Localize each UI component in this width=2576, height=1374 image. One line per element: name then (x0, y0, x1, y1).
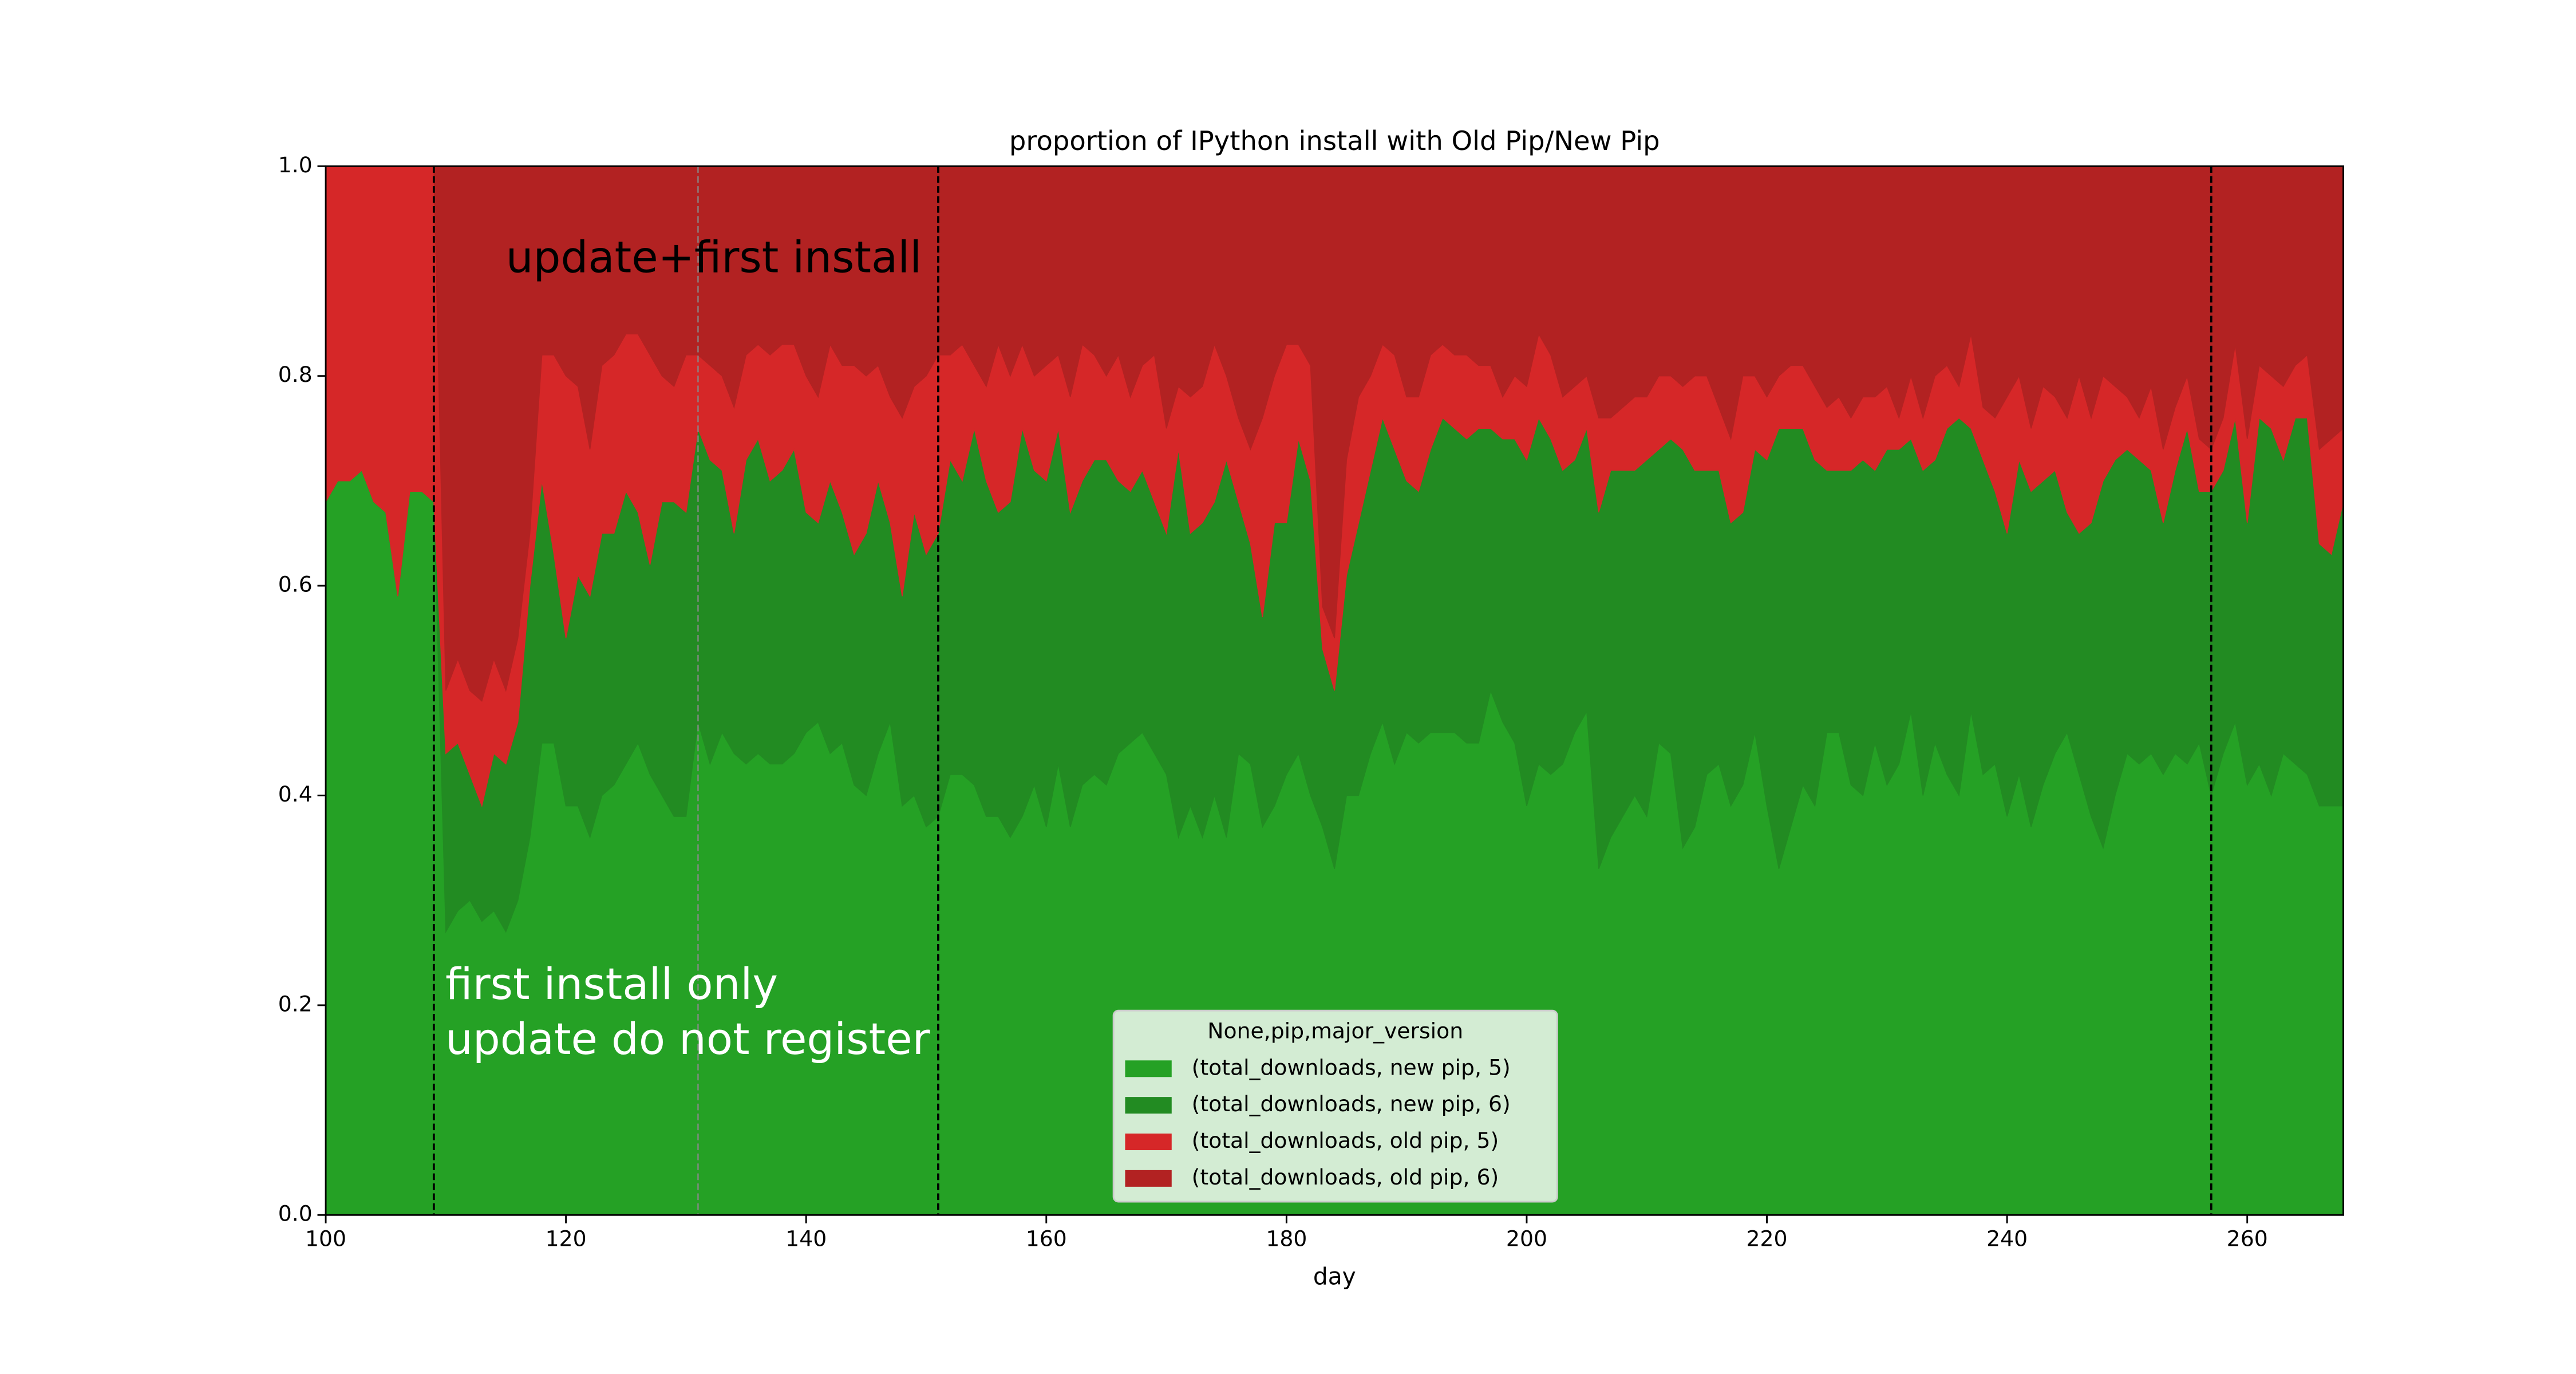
legend-swatch (1125, 1170, 1172, 1187)
chart-title: proportion of IPython install with Old P… (1009, 125, 1660, 156)
legend-label: (total_downloads, new pip, 5) (1192, 1055, 1511, 1080)
y-tick-label: 1.0 (278, 152, 313, 177)
x-tick-label: 120 (546, 1226, 587, 1251)
legend-label: (total_downloads, old pip, 5) (1192, 1128, 1499, 1153)
annotation: update do not register (445, 1014, 931, 1064)
legend: None,pip,major_version (total_downloads, … (1112, 1009, 1558, 1203)
legend-title: None,pip,major_version (1207, 1018, 1463, 1043)
legend-label: (total_downloads, new pip, 6) (1192, 1091, 1511, 1116)
x-tick-label: 160 (1026, 1226, 1067, 1251)
x-axis-label: day (1313, 1263, 1356, 1290)
legend-swatch (1125, 1097, 1172, 1114)
legend-swatch (1125, 1060, 1172, 1077)
x-tick-label: 200 (1506, 1226, 1547, 1251)
x-tick-label: 240 (1986, 1226, 2028, 1251)
x-tick-label: 260 (2227, 1226, 2268, 1251)
legend-label: (total_downloads, old pip, 6) (1192, 1164, 1499, 1190)
y-tick-label: 0.4 (278, 781, 313, 807)
y-tick-label: 0.2 (278, 991, 313, 1016)
x-tick-label: 140 (785, 1226, 827, 1251)
legend-box (1112, 1009, 1558, 1203)
y-tick-label: 0.6 (278, 572, 313, 597)
plot-frame (325, 165, 2344, 1216)
x-tick-label: 180 (1266, 1226, 1307, 1251)
annotation: update+first install (506, 232, 922, 283)
y-tick-label: 0.8 (278, 362, 313, 387)
y-tick-label: 0.0 (278, 1201, 313, 1226)
x-tick-label: 100 (305, 1226, 346, 1251)
x-tick-label: 220 (1747, 1226, 1788, 1251)
legend-swatch (1125, 1133, 1172, 1151)
annotation: first install only (445, 959, 778, 1009)
